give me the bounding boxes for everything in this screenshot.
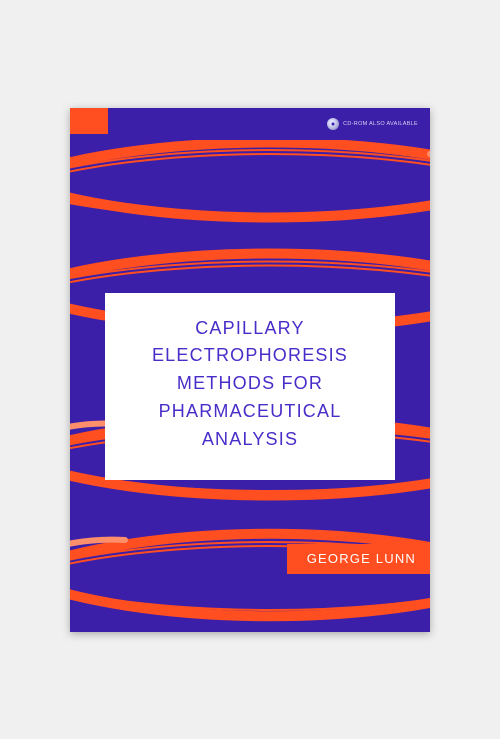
cd-rom-badge: CD-ROM ALSO AVAILABLE	[327, 118, 418, 130]
capillary-swirl-1	[70, 140, 430, 240]
top-corner-tab	[70, 108, 108, 134]
cd-disc-icon	[327, 118, 339, 130]
title-line-3: PHARMACEUTICAL ANALYSIS	[115, 398, 385, 454]
title-panel: CAPILLARY ELECTROPHORESIS METHODS FOR PH…	[105, 293, 395, 480]
capillary-swirl-4	[70, 520, 430, 632]
cd-badge-text: CD-ROM ALSO AVAILABLE	[343, 121, 418, 127]
title-line-2: METHODS FOR	[115, 370, 385, 398]
author-name: GEORGE LUNN	[307, 551, 416, 566]
book-cover: CD-ROM ALSO AVAILABLE	[70, 108, 430, 632]
author-panel: GEORGE LUNN	[287, 544, 430, 574]
title-line-1: CAPILLARY ELECTROPHORESIS	[115, 315, 385, 371]
